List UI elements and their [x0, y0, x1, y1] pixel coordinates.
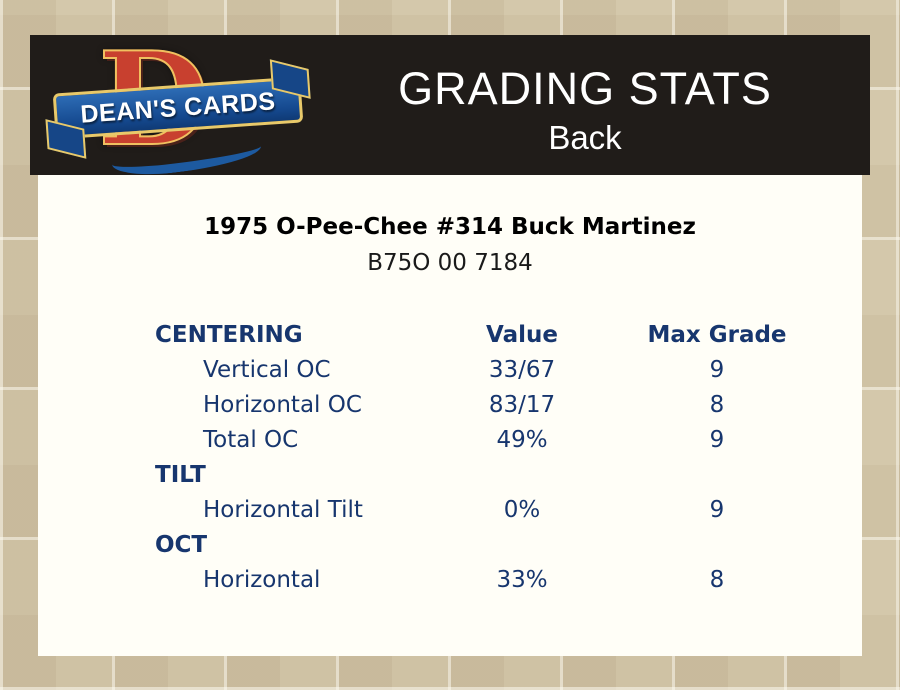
row-label: Total OC	[203, 426, 299, 453]
row-value: 0%	[503, 496, 541, 523]
logo-banner-text: DEAN'S CARDS	[79, 86, 277, 129]
row-value: 33/67	[488, 356, 556, 383]
row-value: 33%	[496, 566, 548, 593]
column-header-max-grade: Max Grade	[647, 321, 787, 348]
page-title: GRADING STATS	[398, 63, 772, 114]
row-value: 83/17	[488, 391, 556, 418]
table-section-row: OCT	[155, 527, 812, 562]
page: D DEAN'S CARDS GRADING STATS Back 1975 O…	[30, 32, 870, 656]
row-label: Horizontal OC	[203, 391, 362, 418]
section-label-oct: OCT	[155, 531, 208, 558]
row-max-grade: 9	[709, 426, 725, 453]
table-section-row: TILT	[155, 457, 812, 492]
deans-cards-logo: D DEAN'S CARDS	[52, 32, 304, 181]
row-value: 49%	[496, 426, 548, 453]
page-subtitle: Back	[548, 119, 622, 156]
card-title: 1975 O-Pee-Chee #314 Buck Martinez	[204, 214, 696, 240]
table-row: Horizontal 33% 8	[155, 562, 812, 597]
table-row: Total OC 49% 9	[155, 422, 812, 457]
table-row: Vertical OC 33/67 9	[155, 352, 812, 387]
card-code: B75O 00 7184	[367, 250, 533, 276]
section-label-centering: CENTERING	[155, 321, 303, 348]
section-label-tilt: TILT	[155, 461, 206, 488]
content-panel: 1975 O-Pee-Chee #314 Buck Martinez B75O …	[38, 175, 862, 656]
header-bar: D DEAN'S CARDS GRADING STATS Back	[30, 32, 870, 181]
row-max-grade: 8	[709, 566, 725, 593]
table-header-row: CENTERING Value Max Grade	[155, 317, 812, 352]
row-max-grade: 9	[709, 496, 725, 523]
row-label: Vertical OC	[203, 356, 331, 383]
table-row: Horizontal Tilt 0% 9	[155, 492, 812, 527]
row-label: Horizontal Tilt	[203, 496, 363, 523]
grading-stats-table: CENTERING Value Max Grade Vertical OC 33…	[38, 317, 862, 597]
header-titles: GRADING STATS Back	[300, 35, 870, 175]
row-label: Horizontal	[203, 566, 321, 593]
table-row: Horizontal OC 83/17 8	[155, 387, 812, 422]
logo-banner: DEAN'S CARDS	[52, 76, 304, 140]
row-max-grade: 8	[709, 391, 725, 418]
row-max-grade: 9	[709, 356, 725, 383]
column-header-value: Value	[486, 321, 558, 348]
